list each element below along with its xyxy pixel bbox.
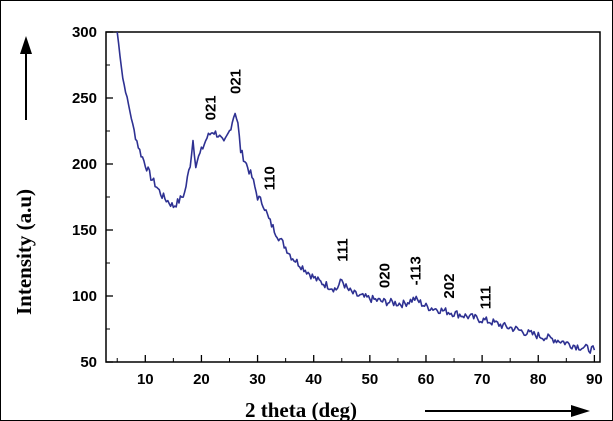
- x-tick-label: 70: [474, 371, 491, 388]
- peak-label: 111: [334, 238, 351, 261]
- x-tick-label: 80: [530, 371, 547, 388]
- y-tick-label: 300: [72, 24, 97, 41]
- plot-area: [105, 31, 601, 363]
- x-tick-label: 20: [193, 371, 210, 388]
- x-tick-label: 60: [418, 371, 435, 388]
- peak-label: 110: [261, 166, 278, 190]
- x-axis-label: 2 theta (deg): [245, 398, 357, 421]
- x-tick-label: 50: [361, 371, 378, 388]
- y-tick-label: 150: [72, 222, 97, 239]
- x-tick-label: 90: [586, 371, 603, 388]
- y-axis-arrow: [20, 36, 32, 120]
- y-ticks: 50 100 150 200 250 300: [72, 24, 113, 371]
- peak-label: -113: [407, 256, 424, 285]
- peak-label: 021: [228, 69, 245, 94]
- peak-labels: 021 021 110 111 020 -113 202 111: [203, 69, 495, 309]
- y-tick-label: 50: [80, 354, 97, 371]
- x-tick-label: 40: [305, 371, 322, 388]
- y-axis-label: Intensity (a.u): [12, 189, 36, 315]
- peak-label: 111: [478, 286, 495, 309]
- y-tick-label: 250: [72, 90, 97, 107]
- peak-label: 020: [377, 263, 394, 288]
- y-tick-label: 200: [72, 156, 97, 173]
- peak-label: 021: [203, 95, 220, 120]
- x-ticks: 10 20 30 40 50 60 70 80 90: [116, 355, 603, 388]
- x-axis-arrow: [425, 405, 590, 417]
- x-tick-label: 30: [249, 371, 266, 388]
- peak-label: 202: [441, 274, 458, 299]
- x-tick-label: 10: [137, 371, 154, 388]
- series-line: [116, 31, 596, 354]
- y-tick-label: 100: [72, 288, 97, 305]
